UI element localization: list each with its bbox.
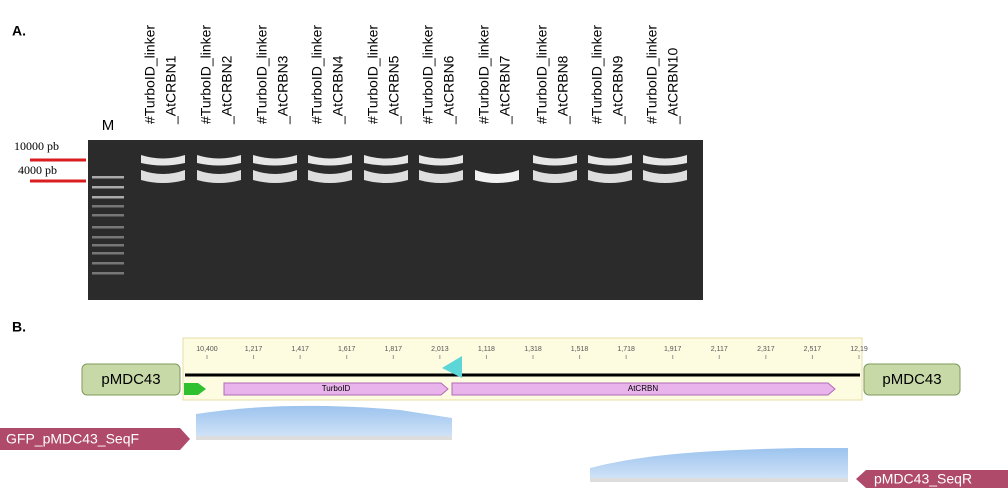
ladder-band — [92, 214, 124, 217]
ruler-label: 2,013 — [431, 346, 449, 353]
lane-label: #TurboID_linker — [309, 25, 325, 124]
lane-label: #TurboID_linker — [254, 25, 270, 124]
ladder-band — [92, 272, 124, 275]
primer-label: pMDC43_SeqR — [874, 471, 972, 487]
ruler-label: 1,718 — [617, 346, 635, 353]
ladder-band — [92, 262, 124, 265]
primer-label: GFP_pMDC43_SeqF — [6, 431, 139, 447]
read-bar — [196, 436, 452, 440]
ladder-band — [92, 226, 124, 229]
ruler-label: 1,917 — [664, 346, 682, 353]
lane-label: _AtCRBN8 — [555, 55, 571, 125]
lane-label: #TurboID_linker — [476, 25, 492, 124]
figure: A. M 10000 pb 4000 pb B. pMDC43 pMDC43 T… — [0, 0, 1008, 488]
lane-label: #TurboID_linker — [644, 25, 660, 124]
lane-label: #TurboID_linker — [420, 25, 436, 124]
lane-label: _AtCRBN1 — [163, 55, 179, 125]
lane-label: _AtCRBN10 — [665, 48, 681, 125]
panel-label: A. — [12, 23, 26, 39]
ladder-band — [92, 186, 124, 189]
ladder-band — [92, 176, 124, 179]
lane-label: _AtCRBN6 — [441, 55, 457, 125]
ruler-label: 2,117 — [711, 346, 728, 353]
lane-label: _AtCRBN4 — [330, 55, 346, 125]
size-label: 10000 pb — [14, 139, 59, 153]
ruler-label: 2,317 — [757, 346, 775, 353]
ruler-label: 1,617 — [338, 346, 356, 353]
ladder-band — [92, 236, 124, 239]
ruler-label: 1,518 — [571, 346, 589, 353]
feature-label: AtCRBN — [628, 384, 658, 393]
ladder-band — [92, 205, 124, 208]
size-label: 4000 pb — [18, 163, 57, 177]
marker-label: M — [102, 117, 115, 134]
ruler-label: 1,417 — [291, 346, 309, 353]
coverage — [196, 406, 452, 436]
ruler-label: 1,318 — [524, 346, 542, 353]
flank-label: pMDC43 — [101, 371, 160, 388]
feature-label: TurboID — [322, 384, 351, 393]
lane-label: _AtCRBN7 — [497, 55, 513, 125]
ruler-label: 2,517 — [804, 346, 822, 353]
lane-label: #TurboID_linker — [534, 25, 550, 124]
lane-label: _AtCRBN3 — [275, 55, 291, 125]
lane-label: #TurboID_linker — [589, 25, 605, 124]
lane-label: #TurboID_linker — [142, 25, 158, 124]
ruler-label: 10,400 — [196, 346, 218, 353]
read-bar — [590, 478, 848, 482]
lane-label: #TurboID_linker — [198, 25, 214, 124]
lane-label: _AtCRBN9 — [610, 55, 626, 125]
coverage — [590, 448, 848, 478]
panel-label: B. — [12, 319, 26, 335]
lane-label: #TurboID_linker — [365, 25, 381, 124]
ruler-label: 1,118 — [478, 346, 495, 353]
ruler-label: 12,19 — [850, 346, 868, 353]
ruler-label: 1,217 — [245, 346, 263, 353]
flank-label: pMDC43 — [882, 371, 941, 388]
ladder-band — [92, 196, 124, 199]
lane-label: _AtCRBN2 — [219, 55, 235, 125]
lane-label: _AtCRBN5 — [386, 55, 402, 125]
ladder-band — [92, 252, 124, 255]
ruler-label: 1,817 — [385, 346, 403, 353]
ladder-band — [92, 244, 124, 247]
